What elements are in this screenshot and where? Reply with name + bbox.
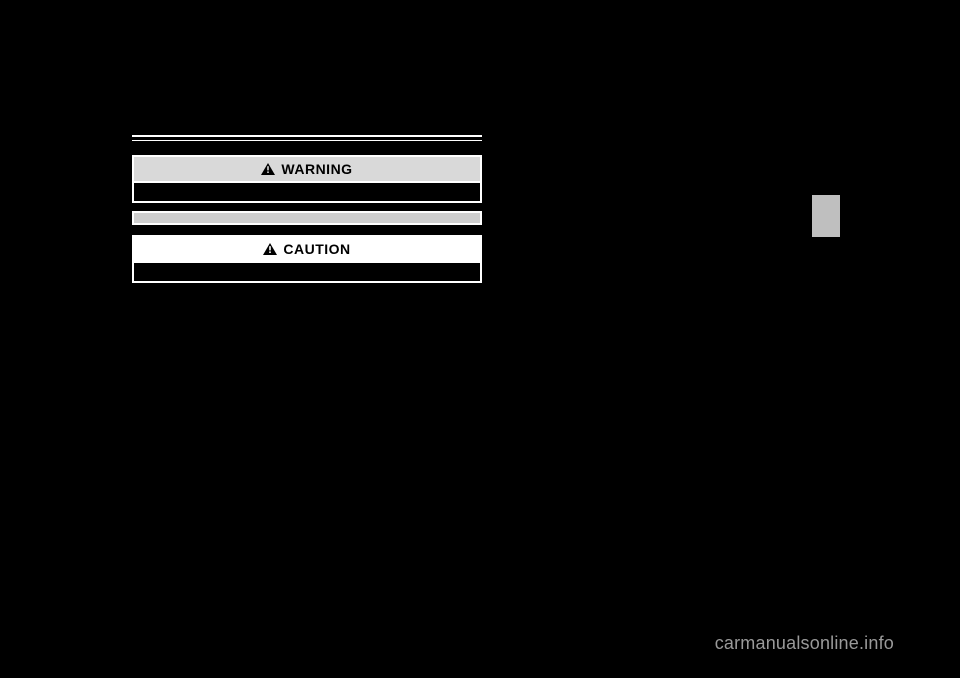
alert-triangle-icon <box>263 243 277 255</box>
watermark-text: carmanualsonline.info <box>715 633 894 654</box>
section-divider-rule <box>132 135 482 141</box>
alert-triangle-icon <box>261 163 275 175</box>
manual-page: WARNING CAUTION <box>120 135 840 605</box>
left-column: WARNING CAUTION <box>132 155 482 291</box>
caution-header: CAUTION <box>134 237 480 263</box>
chapter-thumb-tab <box>812 195 840 237</box>
warning-label: WARNING <box>281 161 352 177</box>
warning-body <box>134 183 480 201</box>
warning-callout-box: WARNING <box>132 155 482 203</box>
caution-callout-box: CAUTION <box>132 235 482 283</box>
warning-header: WARNING <box>134 157 480 183</box>
caution-body <box>134 263 480 281</box>
continuation-bar <box>132 211 482 225</box>
caution-label: CAUTION <box>283 241 350 257</box>
